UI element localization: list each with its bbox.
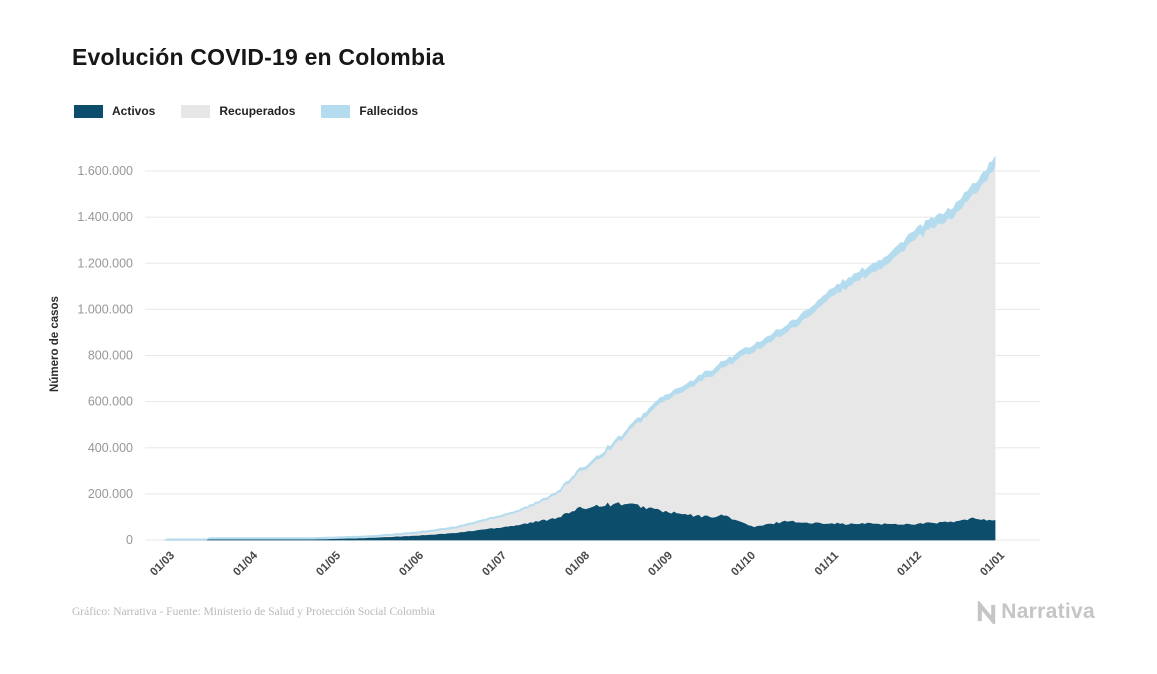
y-axis-title: Número de casos (49, 296, 61, 392)
narrativa-logo-text: Narrativa (1001, 600, 1095, 623)
y-tick-label: 400.000 (88, 441, 133, 455)
legend: Activos Recuperados Fallecidos (74, 104, 418, 118)
x-tick-label: 01/09 (646, 550, 675, 579)
x-tick-label: 01/06 (397, 550, 426, 579)
y-tick-label: 1.600.000 (77, 164, 133, 178)
y-tick-label: 600.000 (88, 395, 133, 409)
legend-item-recuperados: Recuperados (181, 104, 295, 118)
legend-label-activos: Activos (112, 104, 156, 118)
legend-item-fallecidos: Fallecidos (321, 104, 418, 118)
chart-title: Evolución COVID-19 en Colombia (72, 44, 445, 70)
x-tick-label: 01/12 (895, 550, 924, 579)
x-tick-label: 01/10 (729, 550, 758, 579)
x-tick-label: 01/03 (148, 550, 177, 579)
x-tick-label: 01/07 (480, 550, 509, 579)
legend-swatch-activos (74, 104, 103, 118)
area-fallecidos (164, 155, 996, 541)
y-tick-label: 0 (126, 533, 133, 547)
legend-item-activos: Activos (74, 104, 155, 118)
legend-label-fallecidos: Fallecidos (359, 104, 419, 118)
narrativa-logo-icon (978, 600, 996, 624)
y-tick-label: 200.000 (88, 487, 133, 501)
x-tick-label: 01/04 (231, 549, 260, 578)
area-recuperados (164, 165, 996, 541)
x-tick-label: 01/11 (813, 549, 842, 578)
source-credit: Gráfico: Narrativa - Fuente: Ministerio … (72, 606, 435, 618)
footer: Gráfico: Narrativa - Fuente: Ministerio … (72, 600, 1095, 624)
legend-swatch-recuperados (181, 104, 211, 118)
x-tick-label: 01/05 (314, 549, 343, 578)
narrativa-brand: Narrativa (975, 600, 1095, 624)
y-tick-label: 1.400.000 (77, 210, 133, 224)
x-tick-label: 01/08 (563, 549, 592, 578)
y-tick-label: 1.000.000 (77, 302, 133, 316)
legend-label-recuperados: Recuperados (219, 104, 296, 118)
y-tick-label: 1.200.000 (77, 256, 133, 270)
x-tick-label: 01/01 (978, 549, 1007, 578)
legend-swatch-fallecidos (321, 104, 351, 118)
y-tick-label: 800.000 (88, 349, 133, 363)
